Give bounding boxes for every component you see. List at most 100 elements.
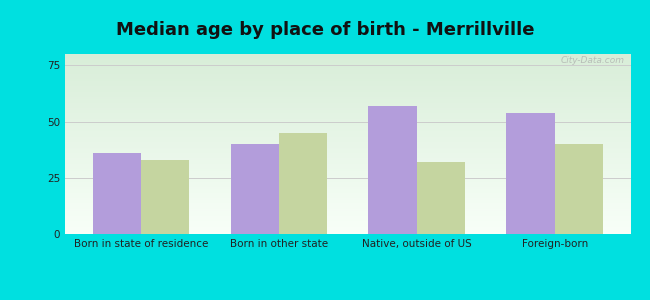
- Bar: [65, 122, 630, 124]
- Bar: [65, 167, 630, 169]
- Bar: [65, 229, 630, 230]
- Bar: [65, 200, 630, 202]
- Bar: [65, 79, 630, 81]
- Bar: [65, 124, 630, 126]
- Bar: [65, 112, 630, 113]
- Bar: [65, 146, 630, 148]
- Bar: [65, 148, 630, 149]
- Bar: [65, 110, 630, 112]
- Bar: [369, 106, 417, 234]
- Bar: [65, 211, 630, 212]
- Bar: [65, 214, 630, 216]
- Bar: [65, 86, 630, 88]
- Bar: [65, 180, 630, 182]
- Bar: [65, 76, 630, 77]
- Bar: [141, 160, 189, 234]
- Bar: [65, 175, 630, 176]
- Bar: [65, 203, 630, 205]
- Bar: [506, 112, 554, 234]
- Bar: [65, 108, 630, 110]
- Bar: [65, 94, 630, 95]
- Bar: [65, 223, 630, 225]
- Bar: [65, 142, 630, 144]
- Bar: [65, 158, 630, 160]
- Text: Median age by place of birth - Merrillville: Median age by place of birth - Merrillvi…: [116, 21, 534, 39]
- Bar: [65, 83, 630, 85]
- Bar: [65, 193, 630, 194]
- Bar: [65, 128, 630, 130]
- Bar: [65, 97, 630, 99]
- Bar: [65, 171, 630, 173]
- Bar: [65, 194, 630, 196]
- Bar: [65, 196, 630, 198]
- Bar: [65, 157, 630, 158]
- Bar: [417, 162, 465, 234]
- Bar: [65, 198, 630, 200]
- Bar: [65, 130, 630, 131]
- Bar: [65, 169, 630, 171]
- Bar: [65, 232, 630, 234]
- Bar: [65, 212, 630, 214]
- Bar: [65, 61, 630, 63]
- Bar: [65, 221, 630, 223]
- Bar: [65, 101, 630, 103]
- Bar: [65, 160, 630, 162]
- Bar: [65, 225, 630, 227]
- Bar: [65, 153, 630, 155]
- Bar: [65, 59, 630, 61]
- Bar: [65, 176, 630, 178]
- Bar: [231, 144, 279, 234]
- Bar: [65, 92, 630, 94]
- Bar: [65, 220, 630, 221]
- Bar: [65, 81, 630, 83]
- Bar: [65, 182, 630, 184]
- Bar: [279, 133, 327, 234]
- Text: City-Data.com: City-Data.com: [561, 56, 625, 65]
- Bar: [65, 227, 630, 229]
- Bar: [65, 77, 630, 79]
- Bar: [65, 173, 630, 175]
- Bar: [65, 99, 630, 101]
- Bar: [65, 133, 630, 135]
- Bar: [65, 162, 630, 164]
- Bar: [65, 166, 630, 167]
- Bar: [554, 144, 603, 234]
- Bar: [65, 119, 630, 121]
- Bar: [65, 103, 630, 104]
- Bar: [65, 230, 630, 232]
- Bar: [65, 65, 630, 67]
- Bar: [65, 85, 630, 86]
- Bar: [65, 126, 630, 128]
- Bar: [65, 184, 630, 185]
- Bar: [65, 178, 630, 180]
- Bar: [65, 149, 630, 151]
- Bar: [65, 185, 630, 187]
- Bar: [65, 189, 630, 191]
- Bar: [65, 104, 630, 106]
- Bar: [65, 187, 630, 189]
- Bar: [65, 90, 630, 92]
- Bar: [65, 155, 630, 157]
- Bar: [65, 144, 630, 146]
- Bar: [65, 54, 630, 56]
- Bar: [65, 115, 630, 117]
- Bar: [65, 58, 630, 59]
- Bar: [65, 68, 630, 70]
- Bar: [65, 191, 630, 193]
- Bar: [65, 70, 630, 72]
- Bar: [65, 218, 630, 220]
- Bar: [65, 113, 630, 115]
- Bar: [65, 131, 630, 133]
- Bar: [65, 216, 630, 218]
- Bar: [92, 153, 141, 234]
- Bar: [65, 209, 630, 211]
- Bar: [65, 164, 630, 166]
- Bar: [65, 63, 630, 65]
- Bar: [65, 140, 630, 142]
- Bar: [65, 72, 630, 74]
- Bar: [65, 95, 630, 97]
- Bar: [65, 139, 630, 140]
- Bar: [65, 117, 630, 119]
- Bar: [65, 56, 630, 58]
- Bar: [65, 106, 630, 108]
